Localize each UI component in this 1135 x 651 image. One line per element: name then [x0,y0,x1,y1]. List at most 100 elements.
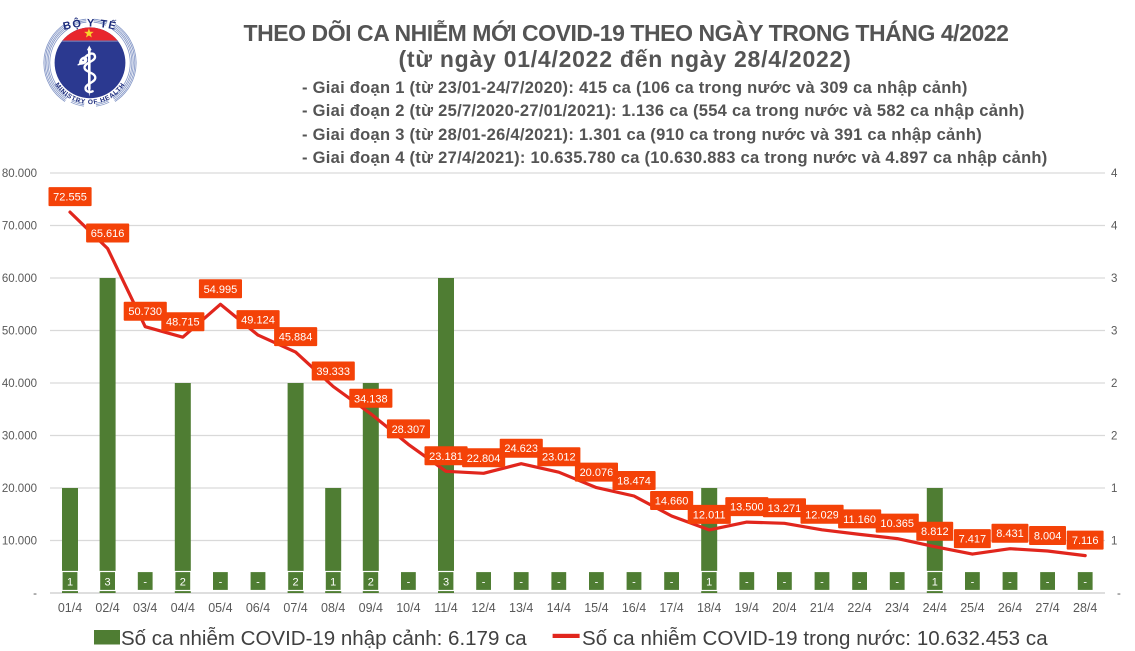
svg-text:20.076: 20.076 [580,467,614,479]
svg-text:13.271: 13.271 [768,503,802,515]
svg-text:-: - [1008,577,1012,589]
svg-text:80.000: 80.000 [2,168,37,180]
svg-text:-: - [1083,577,1087,589]
svg-text:05/4: 05/4 [208,601,232,615]
svg-text:-: - [219,577,223,589]
svg-text:-: - [1046,577,1050,589]
svg-text:-: - [1117,588,1121,600]
svg-text:-: - [557,577,561,589]
svg-text:2: 2 [1111,378,1117,390]
svg-text:-: - [858,577,862,589]
svg-text:3: 3 [105,577,111,589]
svg-text:-: - [256,577,260,589]
svg-text:-: - [670,577,674,589]
svg-text:-: - [895,577,899,589]
svg-text:18.474: 18.474 [617,476,651,488]
svg-text:Số ca nhiễm COVID-19 nhập cảnh: Số ca nhiễm COVID-19 nhập cảnh: 6.179 ca [121,627,527,650]
svg-text:Số ca nhiễm COVID-19 trong nướ: Số ca nhiễm COVID-19 trong nước: 10.632.… [582,627,1048,650]
svg-text:39.333: 39.333 [316,366,350,378]
svg-text:22.804: 22.804 [467,453,501,465]
svg-text:-: - [745,577,749,589]
svg-text:25/4: 25/4 [960,601,984,615]
svg-text:1: 1 [330,577,336,589]
svg-text:-: - [482,577,486,589]
svg-text:-: - [820,577,824,589]
svg-text:12.011: 12.011 [693,509,726,521]
svg-text:15/4: 15/4 [584,601,608,615]
svg-text:-: - [519,577,523,589]
svg-text:-: - [595,577,599,589]
svg-text:49.124: 49.124 [241,315,275,327]
svg-text:34.138: 34.138 [354,393,388,405]
svg-text:11/4: 11/4 [434,601,457,615]
svg-text:48.715: 48.715 [166,317,200,329]
svg-text:2: 2 [293,577,299,589]
svg-text:23/4: 23/4 [885,601,909,615]
svg-text:4: 4 [1111,221,1118,233]
svg-text:60.000: 60.000 [2,273,37,285]
svg-text:01/4: 01/4 [58,601,82,615]
svg-text:07/4: 07/4 [283,601,307,615]
svg-text:8.431: 8.431 [996,528,1024,540]
svg-text:-: - [33,588,37,600]
svg-text:09/4: 09/4 [359,601,383,615]
svg-text:28/4: 28/4 [1073,601,1097,615]
svg-text:30.000: 30.000 [2,431,37,443]
svg-text:1: 1 [706,577,712,589]
svg-text:16/4: 16/4 [622,601,646,615]
svg-text:14/4: 14/4 [547,601,571,615]
svg-text:17/4: 17/4 [659,601,683,615]
svg-text:-: - [143,577,147,589]
svg-text:21/4: 21/4 [810,601,834,615]
svg-text:20/4: 20/4 [772,601,796,615]
svg-text:72.555: 72.555 [53,192,87,204]
svg-text:02/4: 02/4 [95,601,119,615]
svg-text:1: 1 [67,577,73,589]
svg-text:2: 2 [368,577,374,589]
svg-text:2: 2 [1111,431,1117,443]
svg-text:23.181: 23.181 [429,451,463,463]
svg-text:06/4: 06/4 [246,601,270,615]
svg-text:7.417: 7.417 [959,534,987,546]
svg-text:10.365: 10.365 [880,518,914,530]
svg-text:14.660: 14.660 [655,496,689,508]
svg-text:65.616: 65.616 [91,228,125,240]
svg-text:12.029: 12.029 [805,509,839,521]
svg-text:22/4: 22/4 [847,601,871,615]
svg-text:8.812: 8.812 [921,526,949,538]
svg-text:70.000: 70.000 [2,221,37,233]
svg-text:4: 4 [1111,168,1118,180]
svg-text:04/4: 04/4 [171,601,195,615]
svg-text:7.116: 7.116 [1072,535,1099,547]
svg-text:03/4: 03/4 [133,601,157,615]
svg-text:2: 2 [180,577,186,589]
svg-text:8.004: 8.004 [1034,531,1062,543]
svg-text:24/4: 24/4 [923,601,947,615]
svg-text:-: - [783,577,787,589]
svg-text:3: 3 [1111,326,1117,338]
svg-text:-: - [632,577,636,589]
svg-text:1: 1 [1111,483,1117,495]
svg-text:BỘ Y TẾ: BỘ Y TẾ [62,17,118,33]
svg-text:08/4: 08/4 [321,601,345,615]
svg-text:18/4: 18/4 [697,601,721,615]
svg-text:12/4: 12/4 [471,601,495,615]
svg-text:28.307: 28.307 [392,424,426,436]
svg-text:50.000: 50.000 [2,326,37,338]
svg-text:1: 1 [932,577,938,589]
svg-text:13/4: 13/4 [509,601,533,615]
svg-text:20.000: 20.000 [2,483,37,495]
svg-text:19/4: 19/4 [735,601,759,615]
svg-text:3: 3 [1111,273,1117,285]
svg-text:40.000: 40.000 [2,378,37,390]
svg-text:-: - [971,577,975,589]
svg-text:-: - [407,577,411,589]
svg-text:45.884: 45.884 [279,332,313,344]
svg-text:27/4: 27/4 [1035,601,1059,615]
svg-text:54.995: 54.995 [204,284,238,296]
svg-text:13.500: 13.500 [730,502,764,514]
svg-text:26/4: 26/4 [998,601,1022,615]
svg-text:24.623: 24.623 [504,443,538,455]
svg-text:10/4: 10/4 [396,601,420,615]
svg-text:3: 3 [443,577,449,589]
